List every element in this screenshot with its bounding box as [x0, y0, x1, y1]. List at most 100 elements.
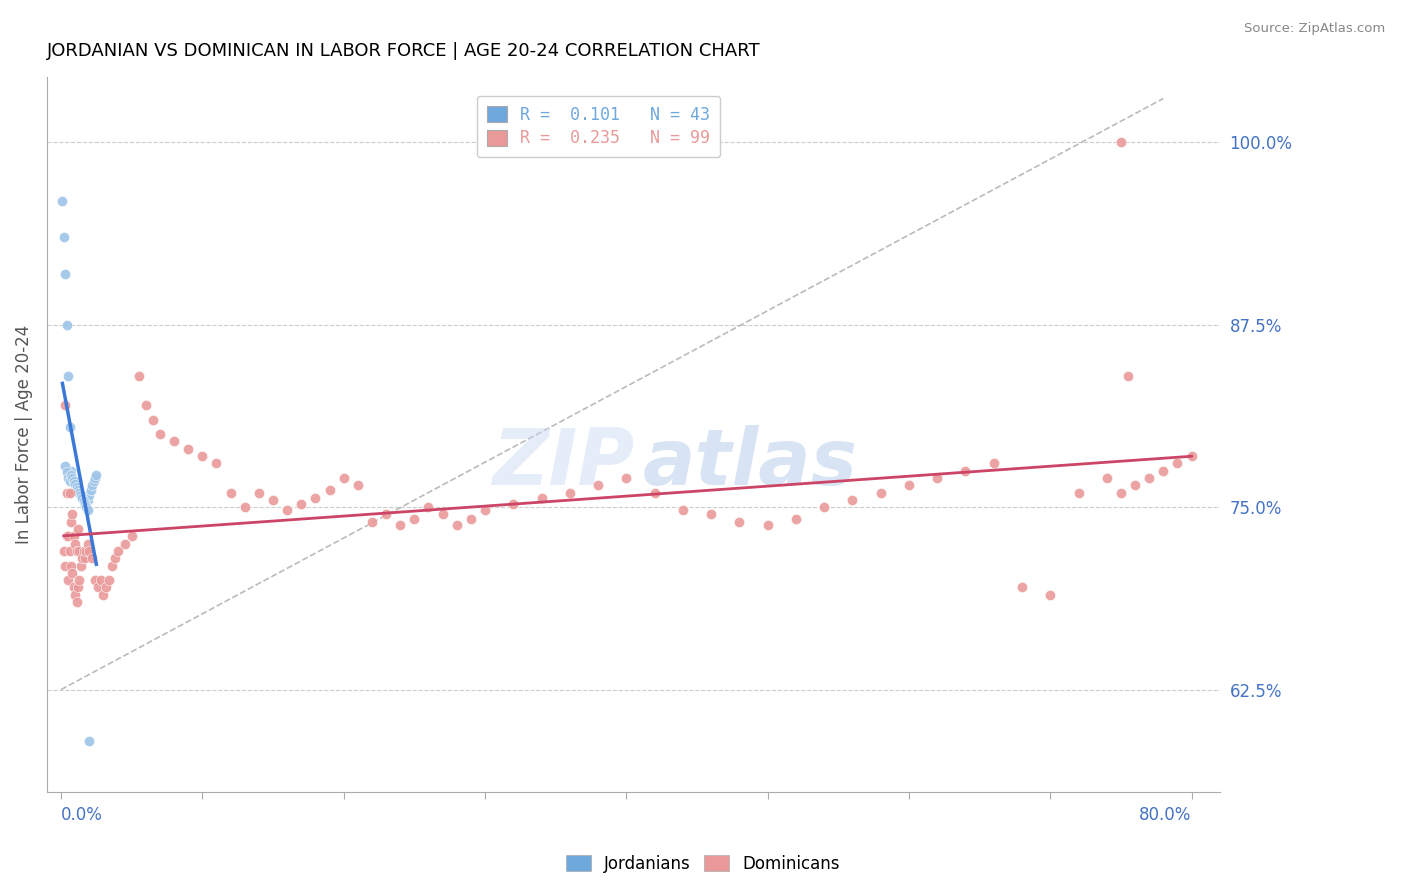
- Point: [56, 529, 79, 543]
- Point: [983, 456, 1005, 470]
- Point: [114, 536, 136, 550]
- Point: [62, 474, 84, 488]
- Point: [60, 508, 83, 522]
- Point: [66, 522, 89, 536]
- Point: [104, 551, 127, 566]
- Point: [644, 485, 666, 500]
- Point: [558, 485, 581, 500]
- Point: [65, 544, 87, 558]
- Point: [233, 500, 256, 515]
- Point: [63, 476, 86, 491]
- Point: [375, 508, 398, 522]
- Point: [474, 503, 496, 517]
- Point: [304, 491, 326, 506]
- Point: [84, 573, 107, 587]
- Point: [70, 491, 93, 506]
- Point: [65, 595, 87, 609]
- Point: [276, 503, 298, 517]
- Point: [87, 581, 110, 595]
- Point: [58, 485, 80, 500]
- Point: [1123, 478, 1146, 492]
- Point: [53, 459, 76, 474]
- Point: [80, 483, 103, 497]
- Point: [290, 497, 312, 511]
- Point: [1166, 456, 1188, 470]
- Point: [62, 474, 84, 488]
- Point: [1095, 471, 1118, 485]
- Point: [56, 573, 79, 587]
- Point: [502, 497, 524, 511]
- Point: [1067, 485, 1090, 500]
- Legend: Jordanians, Dominicans: Jordanians, Dominicans: [560, 848, 846, 880]
- Point: [73, 551, 96, 566]
- Point: [149, 427, 172, 442]
- Point: [107, 544, 129, 558]
- Point: [53, 398, 76, 412]
- Point: [66, 483, 89, 497]
- Text: atlas: atlas: [643, 425, 858, 500]
- Legend: R =  0.101   N = 43, R =  0.235   N = 99: R = 0.101 N = 43, R = 0.235 N = 99: [477, 95, 720, 158]
- Point: [69, 488, 91, 502]
- Point: [128, 368, 150, 383]
- Point: [142, 412, 165, 426]
- Point: [346, 478, 368, 492]
- Point: [1116, 368, 1139, 383]
- Point: [59, 515, 82, 529]
- Point: [728, 515, 751, 529]
- Point: [59, 464, 82, 478]
- Point: [58, 474, 80, 488]
- Point: [93, 588, 115, 602]
- Point: [76, 503, 98, 517]
- Point: [432, 508, 454, 522]
- Point: [52, 230, 75, 244]
- Point: [614, 471, 637, 485]
- Point: [72, 544, 94, 558]
- Point: [262, 492, 284, 507]
- Point: [75, 500, 97, 515]
- Point: [446, 517, 468, 532]
- Point: [84, 471, 107, 485]
- Point: [79, 488, 101, 502]
- Text: ZIP: ZIP: [492, 425, 634, 500]
- Point: [53, 267, 76, 281]
- Point: [869, 485, 891, 500]
- Point: [73, 497, 96, 511]
- Point: [70, 491, 93, 506]
- Point: [65, 480, 87, 494]
- Point: [59, 468, 82, 483]
- Point: [73, 497, 96, 511]
- Point: [1109, 135, 1132, 149]
- Point: [177, 442, 200, 456]
- Point: [51, 194, 73, 208]
- Point: [82, 551, 104, 566]
- Point: [79, 733, 101, 747]
- Point: [83, 474, 105, 488]
- Text: 0.0%: 0.0%: [60, 806, 103, 824]
- Point: [72, 494, 94, 508]
- Text: Source: ZipAtlas.com: Source: ZipAtlas.com: [1244, 22, 1385, 36]
- Point: [191, 449, 214, 463]
- Point: [60, 471, 83, 485]
- Point: [66, 483, 89, 497]
- Point: [86, 468, 108, 483]
- Point: [1109, 485, 1132, 500]
- Point: [418, 500, 440, 515]
- Point: [58, 420, 80, 434]
- Point: [67, 485, 90, 500]
- Point: [841, 492, 863, 507]
- Point: [55, 318, 77, 332]
- Y-axis label: In Labor Force | Age 20-24: In Labor Force | Age 20-24: [15, 325, 32, 544]
- Point: [76, 492, 98, 507]
- Point: [75, 544, 97, 558]
- Point: [60, 566, 83, 580]
- Point: [96, 581, 118, 595]
- Point: [65, 480, 87, 494]
- Point: [56, 471, 79, 485]
- Point: [163, 434, 186, 449]
- Point: [586, 478, 609, 492]
- Point: [101, 558, 124, 573]
- Point: [62, 581, 84, 595]
- Point: [332, 471, 354, 485]
- Point: [79, 544, 101, 558]
- Point: [756, 517, 779, 532]
